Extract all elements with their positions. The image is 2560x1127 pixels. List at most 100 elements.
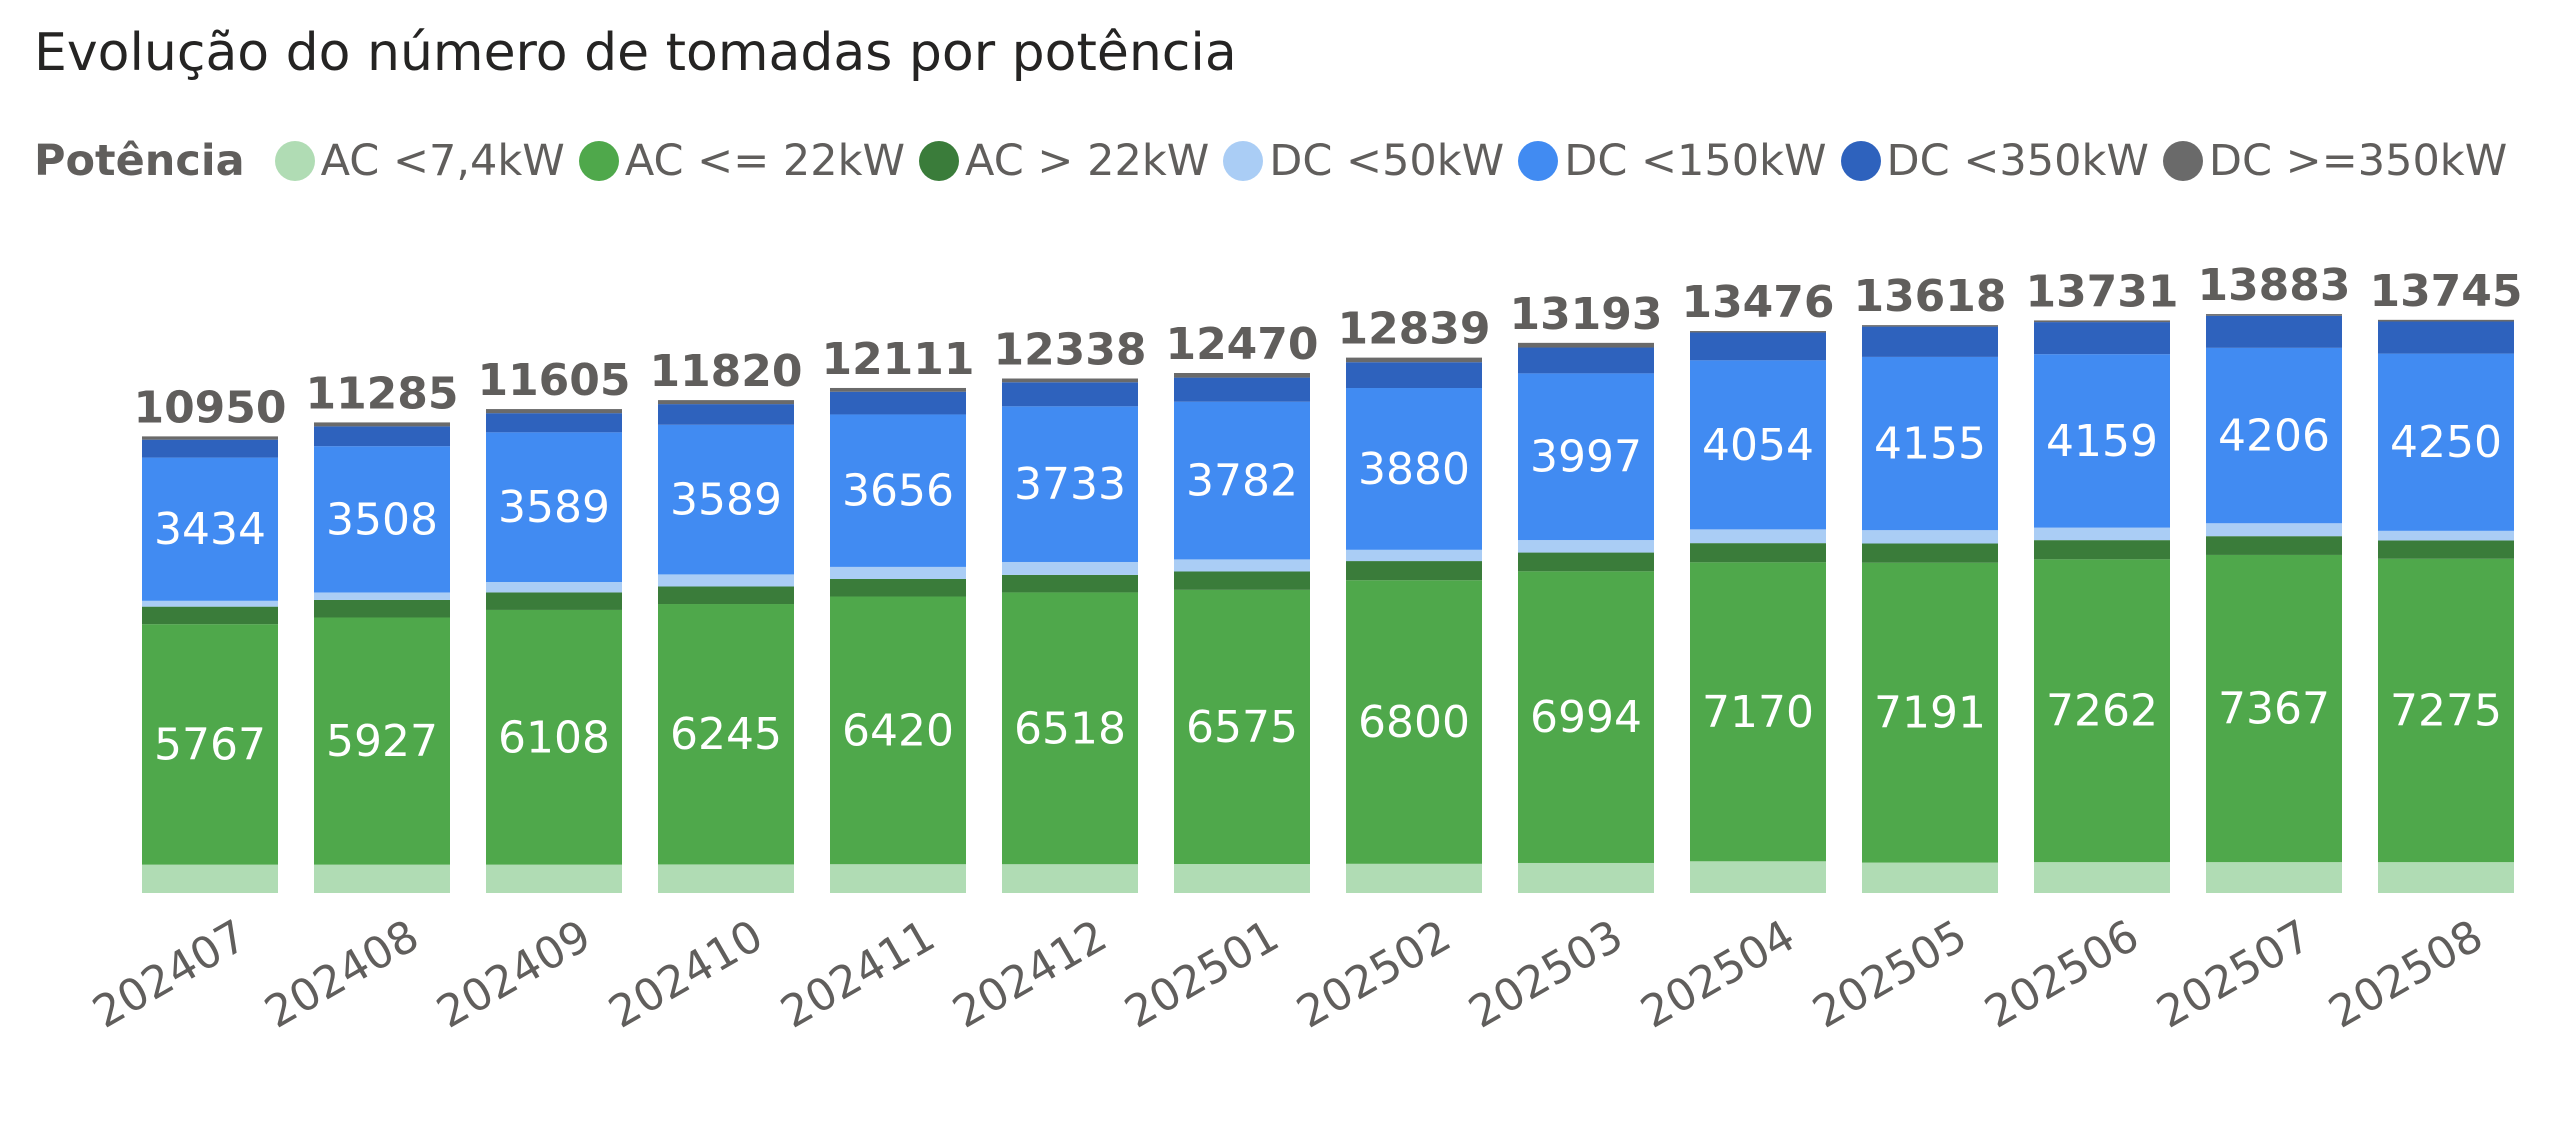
bar-segment[interactable] [142, 436, 278, 440]
legend-item-ac-gt-22kw[interactable]: AC > 22kW [919, 136, 1209, 186]
bar-segment[interactable] [142, 439, 278, 458]
bar-segment[interactable] [314, 446, 450, 593]
bar-segment[interactable] [486, 864, 622, 893]
bar-segment[interactable] [2206, 523, 2342, 537]
legend-item-ac-le-22kw[interactable]: AC <= 22kW [578, 136, 905, 186]
bar-segment[interactable] [1690, 543, 1826, 563]
bar-segment[interactable] [658, 404, 794, 425]
bar-segment[interactable] [1862, 543, 1998, 563]
bar-segment[interactable] [1346, 357, 1482, 363]
bar-segment[interactable] [1174, 559, 1310, 572]
bar-segment[interactable] [1174, 571, 1310, 590]
bar-segment[interactable] [314, 617, 450, 865]
bar-segment[interactable] [1002, 864, 1138, 893]
bar-segment[interactable] [2378, 530, 2514, 541]
bar-segment[interactable] [2034, 527, 2170, 541]
bar-segment[interactable] [314, 422, 450, 427]
bar-segment[interactable] [1518, 347, 1654, 374]
bar-segment[interactable] [2206, 862, 2342, 893]
bar-segment[interactable] [1174, 401, 1310, 560]
bar-segment[interactable] [1346, 362, 1482, 389]
bar-segment[interactable] [1862, 326, 1998, 357]
legend-item-dc-lt-150kw[interactable]: DC <150kW [1518, 136, 1827, 186]
legend-item-dc-lt-350kw[interactable]: DC <350kW [1840, 136, 2149, 186]
bar-segment[interactable] [830, 596, 966, 865]
bar-segment[interactable] [142, 606, 278, 625]
bar-segment[interactable] [2378, 540, 2514, 559]
bar-segment[interactable] [1002, 378, 1138, 383]
bar-segment[interactable] [658, 864, 794, 893]
bar-segment[interactable] [830, 414, 966, 567]
bar-segment[interactable] [830, 566, 966, 579]
bar-segment[interactable] [2378, 321, 2514, 354]
bar-segment[interactable] [1174, 377, 1310, 402]
bar-segment[interactable] [658, 604, 794, 865]
bar-segment[interactable] [2206, 554, 2342, 863]
bar-segment[interactable] [142, 624, 278, 865]
bar-segment[interactable] [1346, 549, 1482, 562]
bar-segment[interactable] [1862, 562, 1998, 863]
legend-item-dc-ge-350kw[interactable]: DC >=350kW [2162, 136, 2507, 186]
bar-segment[interactable] [2034, 320, 2170, 323]
bar-segment[interactable] [1862, 325, 1998, 327]
bar-segment[interactable] [2206, 536, 2342, 555]
bar-segment[interactable] [1174, 373, 1310, 378]
bar-segment[interactable] [1174, 864, 1310, 893]
bar-segment[interactable] [1518, 373, 1654, 541]
bar-segment[interactable] [1174, 589, 1310, 865]
bar-segment[interactable] [1518, 552, 1654, 572]
legend-item-ac-lt-7-4kw[interactable]: AC <7,4kW [274, 136, 565, 186]
legend-item-dc-lt-50kw[interactable]: DC <50kW [1223, 136, 1504, 186]
bar-segment[interactable] [1002, 574, 1138, 593]
bar-segment[interactable] [1002, 406, 1138, 562]
bar-segment[interactable] [830, 864, 966, 893]
bar-segment[interactable] [1690, 529, 1826, 544]
bar-segment[interactable] [1518, 540, 1654, 553]
bar-segment[interactable] [830, 578, 966, 597]
bar-segment[interactable] [658, 586, 794, 605]
bar-segment[interactable] [2034, 322, 2170, 355]
bar-segment[interactable] [1002, 561, 1138, 575]
bar-segment[interactable] [1690, 332, 1826, 361]
bar-segment[interactable] [314, 592, 450, 600]
bar-segment[interactable] [142, 457, 278, 601]
bar-segment[interactable] [1690, 331, 1826, 333]
bar-segment[interactable] [2034, 862, 2170, 893]
bar-segment[interactable] [1690, 360, 1826, 530]
bar-segment[interactable] [1690, 562, 1826, 862]
bar-segment[interactable] [1518, 342, 1654, 348]
bar-segment[interactable] [830, 387, 966, 392]
bar-segment[interactable] [314, 599, 450, 618]
bar-segment[interactable] [658, 574, 794, 587]
bar-segment[interactable] [2206, 314, 2342, 316]
bar-segment[interactable] [1002, 592, 1138, 865]
bar-segment[interactable] [314, 426, 450, 447]
bar-segment[interactable] [2378, 558, 2514, 863]
bar-segment[interactable] [1518, 862, 1654, 893]
bar-segment[interactable] [2378, 862, 2514, 893]
bar-segment[interactable] [142, 600, 278, 607]
bar-segment[interactable] [1862, 862, 1998, 893]
bar-segment[interactable] [1862, 530, 1998, 544]
bar-segment[interactable] [486, 409, 622, 414]
bar-segment[interactable] [2378, 353, 2514, 531]
bar-segment[interactable] [2378, 319, 2514, 322]
bar-segment[interactable] [658, 400, 794, 405]
bar-segment[interactable] [658, 424, 794, 575]
bar-segment[interactable] [486, 432, 622, 583]
bar-segment[interactable] [486, 592, 622, 610]
bar-segment[interactable] [2034, 559, 2170, 863]
bar-segment[interactable] [1346, 580, 1482, 864]
bar-segment[interactable] [1346, 863, 1482, 893]
bar-segment[interactable] [2034, 354, 2170, 528]
bar-segment[interactable] [142, 864, 278, 893]
bar-segment[interactable] [486, 582, 622, 593]
bar-segment[interactable] [486, 413, 622, 433]
bar-segment[interactable] [1518, 571, 1654, 863]
bar-segment[interactable] [1690, 861, 1826, 893]
bar-segment[interactable] [486, 609, 622, 865]
bar-segment[interactable] [830, 391, 966, 415]
bar-segment[interactable] [1346, 388, 1482, 550]
bar-segment[interactable] [2034, 540, 2170, 560]
bar-segment[interactable] [1346, 561, 1482, 581]
